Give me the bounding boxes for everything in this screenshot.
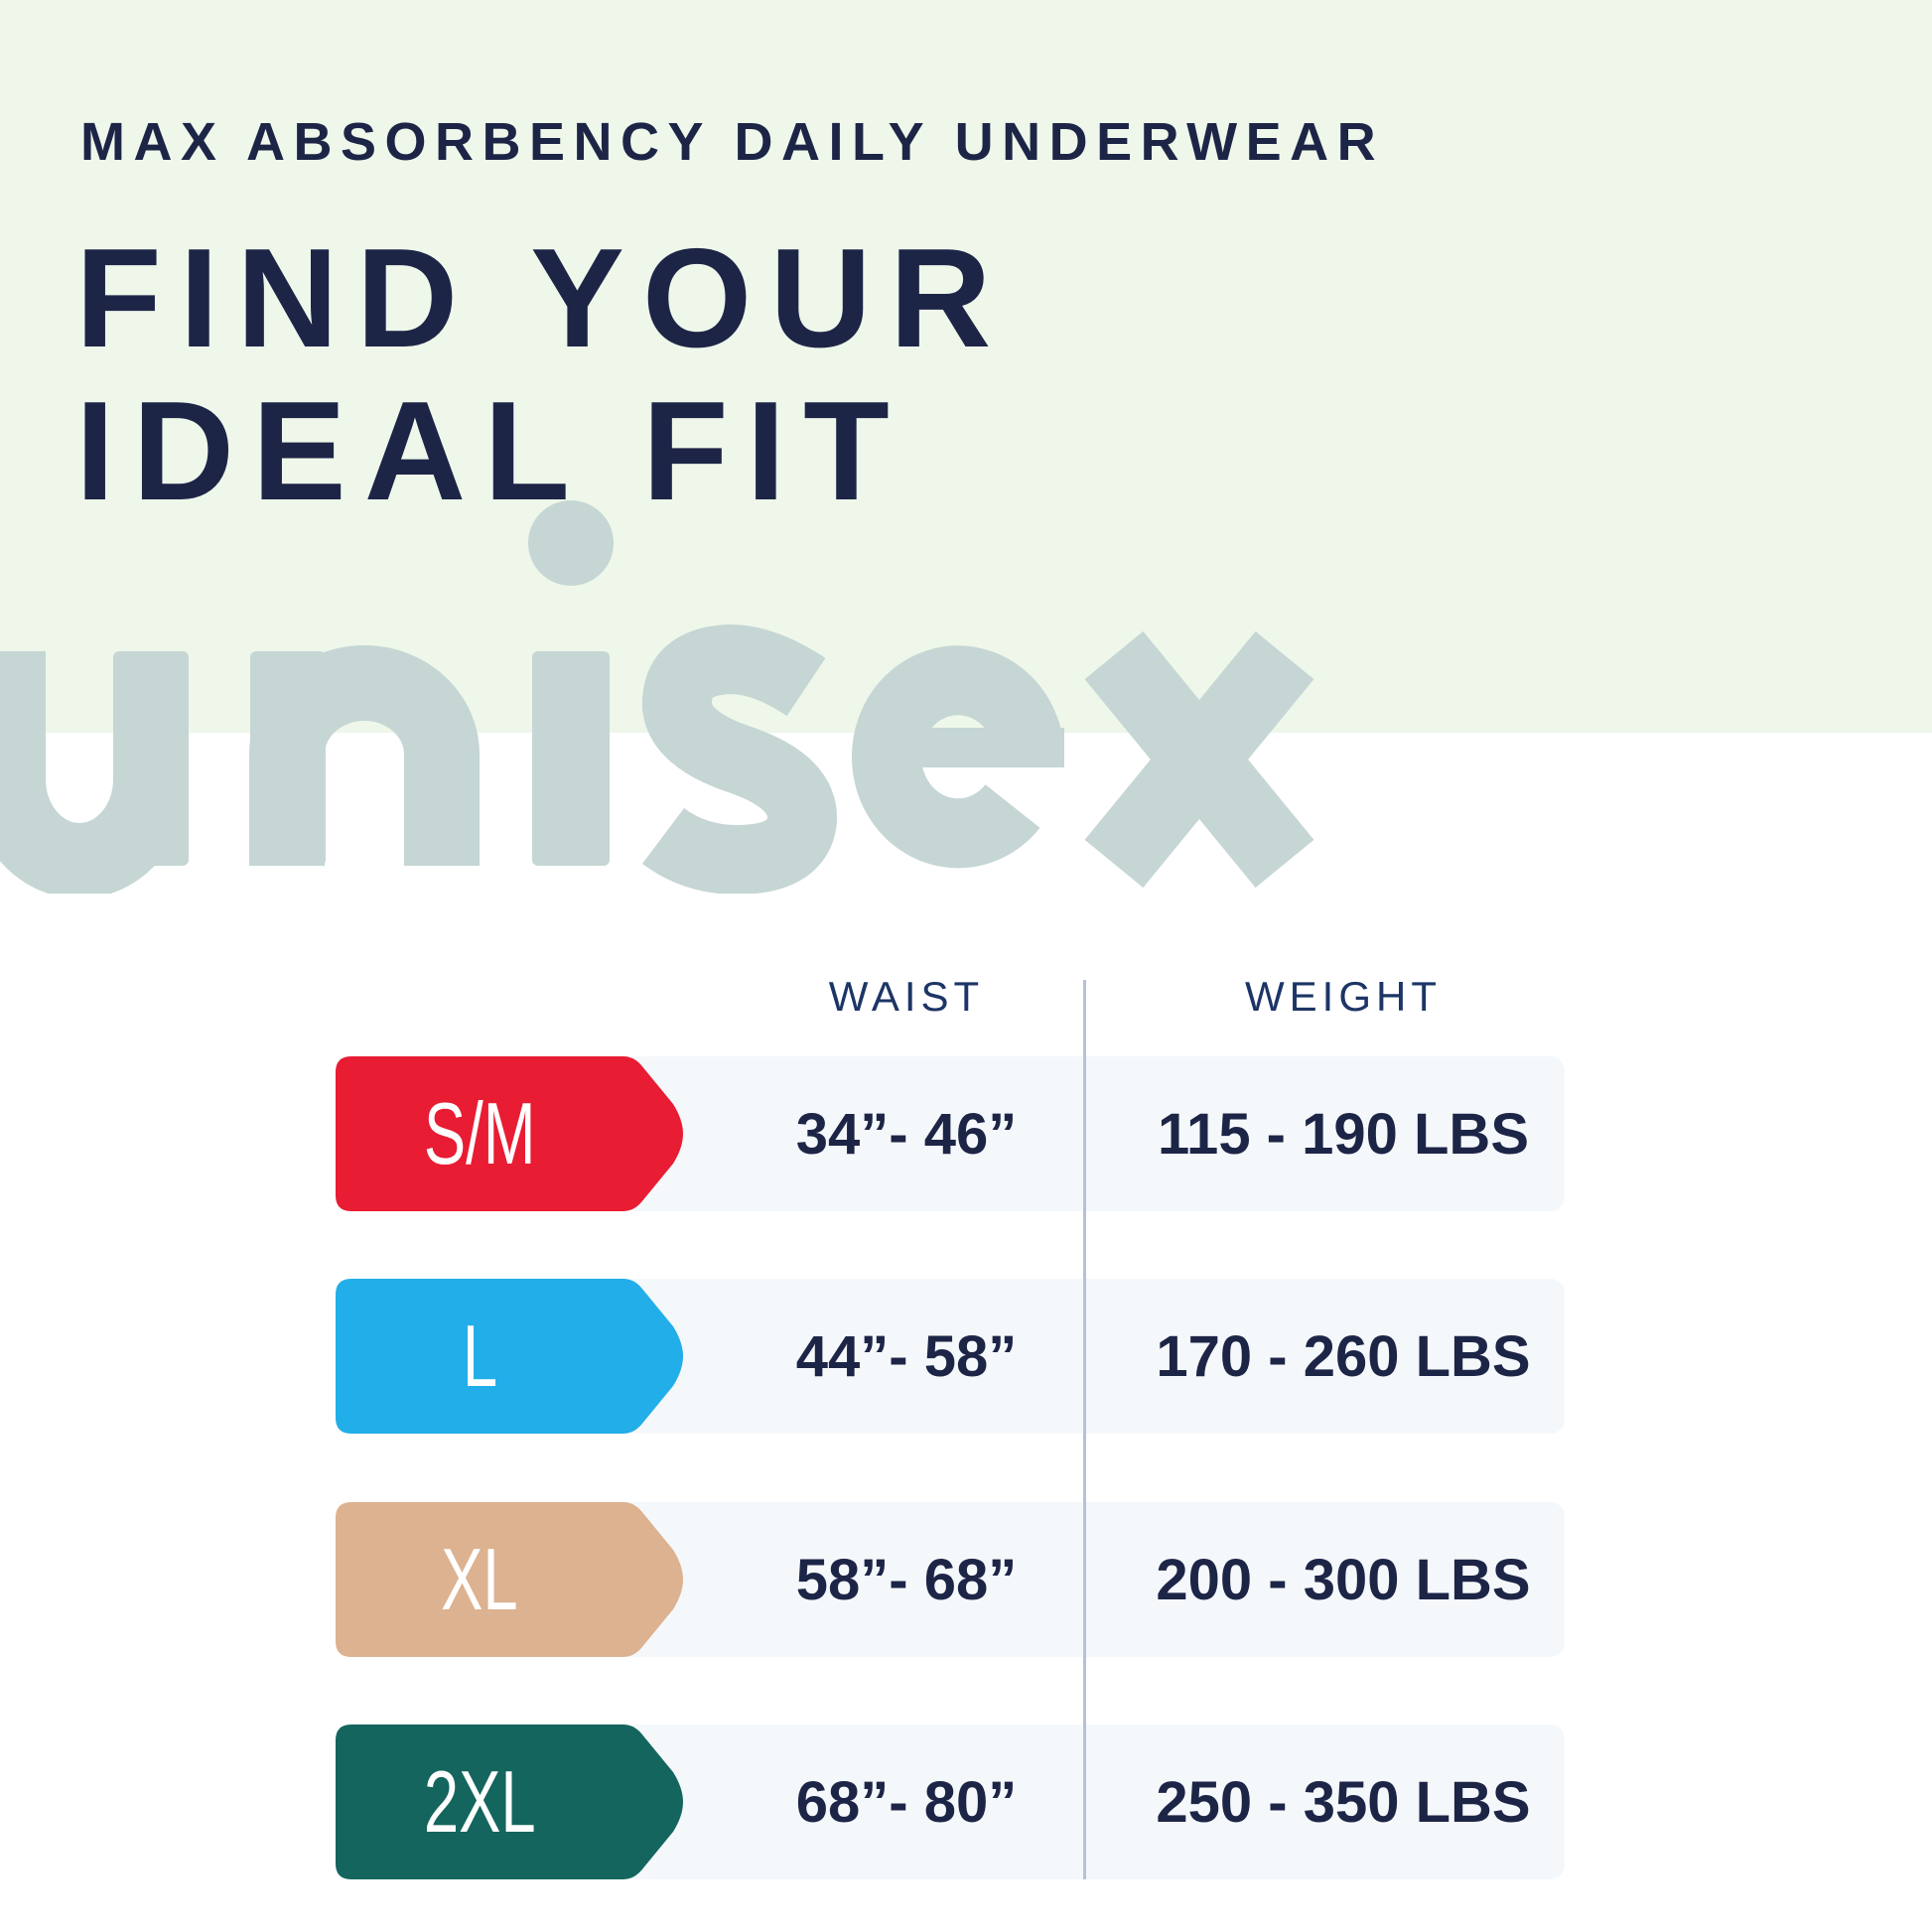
waist-value: 58”- 68” <box>795 1547 1018 1612</box>
weight-value: 115 - 190 LBS <box>1158 1101 1529 1167</box>
size-tag-shape <box>336 1279 683 1434</box>
header-background <box>0 0 1932 733</box>
weight-header: WEIGHT <box>1245 973 1442 1020</box>
watermark-letter-e <box>852 645 1065 869</box>
weight-value: 200 - 300 LBS <box>1156 1547 1531 1612</box>
watermark-letter-x <box>1084 630 1314 889</box>
size-tag-shape <box>336 1725 683 1879</box>
waist-value: 44”- 58” <box>795 1323 1018 1389</box>
column-divider <box>1083 980 1086 1879</box>
size-tag: L <box>336 1279 683 1434</box>
row-background <box>534 1502 1565 1657</box>
unisex-watermark <box>0 500 1314 894</box>
size-label: XL <box>441 1530 518 1628</box>
row-background <box>534 1725 1565 1879</box>
size-row: S/M 34”- 46” 115 - 190 LBS <box>336 1056 1565 1211</box>
weight-value: 250 - 350 LBS <box>1156 1769 1531 1835</box>
size-label: 2XL <box>423 1752 536 1851</box>
weight-value: 170 - 260 LBS <box>1156 1323 1531 1389</box>
watermark-letter-u <box>0 651 189 894</box>
row-background <box>534 1279 1565 1434</box>
page-title-line2: IDEAL FIT <box>75 372 907 530</box>
watermark-letter-i <box>528 500 614 866</box>
waist-value: 68”- 80” <box>795 1769 1018 1835</box>
size-row: 2XL 68”- 80” 250 - 350 LBS <box>336 1725 1565 1879</box>
size-label: L <box>462 1307 497 1405</box>
page-title-line1: FIND YOUR <box>75 219 1010 377</box>
size-tag-shape <box>336 1056 683 1211</box>
size-tag: XL <box>336 1502 683 1657</box>
size-tag: 2XL <box>336 1725 683 1879</box>
size-label: S/M <box>423 1084 536 1182</box>
waist-header: WAIST <box>828 973 985 1020</box>
row-background <box>534 1056 1565 1211</box>
size-row: XL 58”- 68” 200 - 300 LBS <box>336 1502 1565 1657</box>
size-row: L 44”- 58” 170 - 260 LBS <box>336 1279 1565 1434</box>
size-tag: S/M <box>336 1056 683 1211</box>
watermark-letter-n <box>249 645 480 866</box>
watermark-letter-s <box>642 623 837 894</box>
product-subtitle: MAX ABSORBENCY DAILY UNDERWEAR <box>80 112 1385 172</box>
size-tag-shape <box>336 1502 683 1657</box>
waist-value: 34”- 46” <box>795 1101 1018 1167</box>
